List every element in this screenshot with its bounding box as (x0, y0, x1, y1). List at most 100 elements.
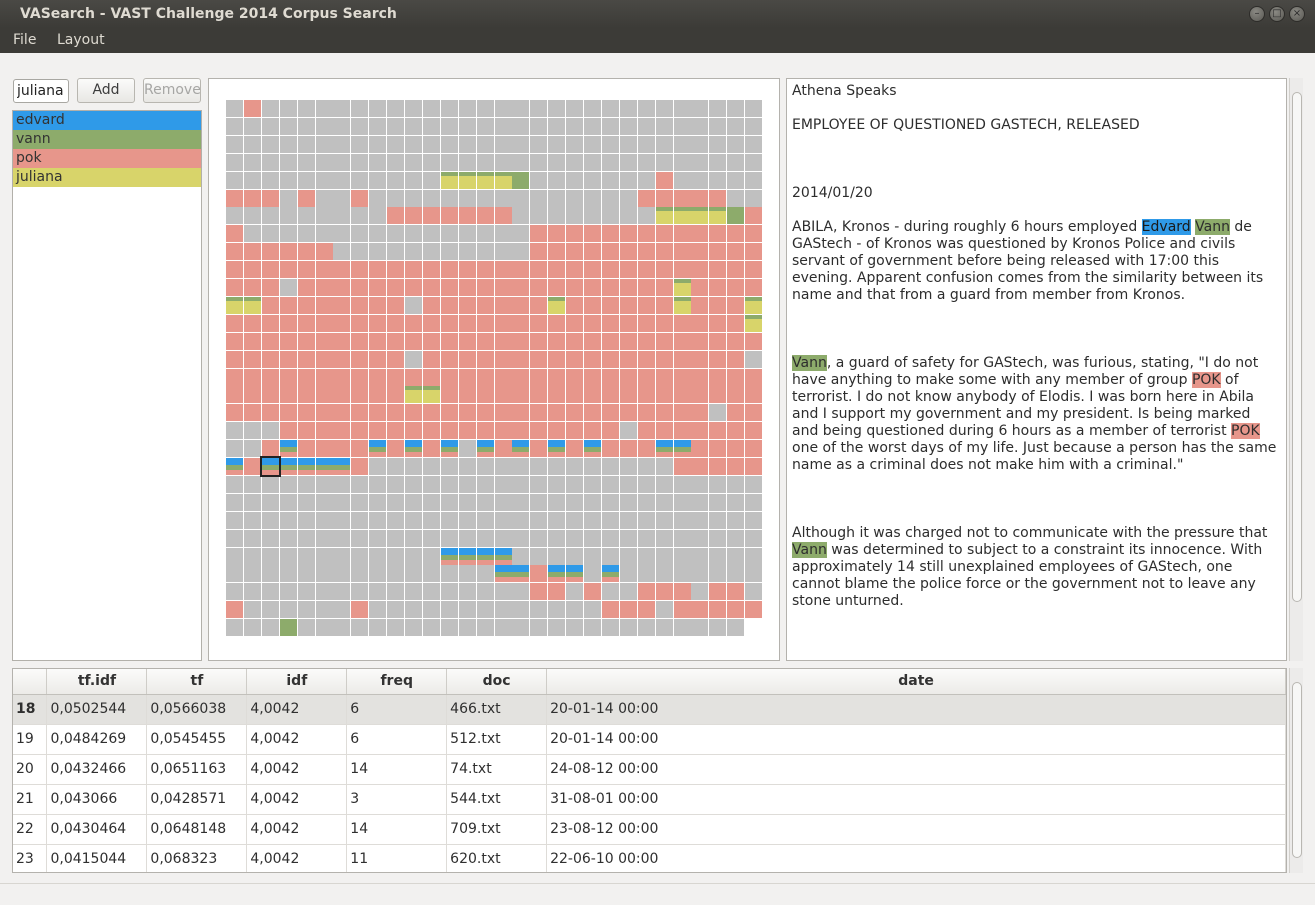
grid-cell[interactable] (297, 117, 315, 135)
grid-cell[interactable] (619, 386, 637, 404)
grid-cell[interactable] (709, 117, 727, 135)
grid-cell[interactable] (601, 583, 619, 601)
grid-cell[interactable] (584, 565, 601, 583)
grid-cell[interactable] (637, 404, 655, 422)
grid-cell[interactable] (476, 350, 494, 368)
grid-cell[interactable] (673, 404, 691, 422)
grid-cell[interactable] (458, 386, 476, 404)
grid-cell[interactable] (440, 458, 458, 475)
grid-cell[interactable] (601, 475, 619, 493)
table-row[interactable]: 22 0,0430464 0,0648148 4,0042 14 709.txt 23-08… (13, 814, 1286, 845)
grid-cell[interactable] (333, 171, 351, 189)
grid-cell[interactable] (494, 261, 512, 279)
grid-cell[interactable] (691, 314, 709, 332)
grid-cell[interactable] (601, 422, 619, 440)
minimize-icon[interactable]: – (1249, 6, 1265, 22)
grid-cell[interactable] (512, 565, 530, 583)
grid-cell[interactable] (405, 458, 422, 475)
grid-cell[interactable] (745, 404, 763, 422)
grid-cell[interactable] (279, 207, 297, 225)
grid-cell[interactable] (655, 261, 673, 279)
grid-cell[interactable] (601, 207, 619, 225)
grid-cell[interactable] (691, 529, 709, 547)
grid-cell[interactable] (422, 565, 440, 583)
grid-cell[interactable] (709, 601, 727, 619)
grid-cell[interactable] (691, 386, 709, 404)
grid-cell[interactable] (243, 529, 261, 547)
grid-cell[interactable] (512, 207, 530, 225)
grid-cell[interactable] (458, 225, 476, 243)
grid-cell[interactable] (673, 511, 691, 529)
grid-cell[interactable] (494, 404, 512, 422)
grid-cell[interactable] (584, 386, 601, 404)
grid-cell[interactable] (422, 261, 440, 279)
grid-cell[interactable] (584, 225, 601, 243)
grid-cell[interactable] (333, 153, 351, 171)
grid-cell[interactable] (512, 279, 530, 296)
grid-cell[interactable] (351, 440, 369, 458)
grid-cell[interactable] (476, 153, 494, 171)
grid-cell[interactable] (440, 475, 458, 493)
grid-cell[interactable] (494, 279, 512, 296)
grid-cell[interactable] (691, 440, 709, 458)
grid-cell[interactable] (530, 547, 548, 565)
grid-cell[interactable] (476, 529, 494, 547)
grid-cell[interactable] (476, 135, 494, 153)
grid-cell[interactable] (584, 261, 601, 279)
grid-cell[interactable] (458, 404, 476, 422)
grid-cell[interactable] (440, 601, 458, 619)
grid-cell[interactable] (243, 100, 261, 117)
grid-cell[interactable] (476, 619, 494, 637)
grid-cell[interactable] (619, 261, 637, 279)
grid-cell[interactable] (458, 207, 476, 225)
grid-cell[interactable] (548, 279, 566, 296)
grid-cell[interactable] (709, 153, 727, 171)
grid-cell[interactable] (351, 261, 369, 279)
grid-cell[interactable] (655, 332, 673, 350)
grid-cell[interactable] (691, 100, 709, 117)
grid-cell[interactable] (727, 189, 745, 207)
grid-cell[interactable] (637, 332, 655, 350)
grid-cell[interactable] (226, 225, 243, 243)
grid-cell[interactable] (387, 332, 405, 350)
grid-cell[interactable] (494, 100, 512, 117)
col-tfidf-header[interactable]: tf.idf (46, 669, 148, 695)
grid-cell[interactable] (315, 601, 333, 619)
grid-cell[interactable] (387, 368, 405, 386)
grid-cell[interactable] (226, 404, 243, 422)
grid-cell[interactable] (458, 100, 476, 117)
grid-cell[interactable] (369, 565, 387, 583)
grid-cell[interactable] (315, 189, 333, 207)
grid-cell[interactable] (655, 314, 673, 332)
grid-cell[interactable] (691, 243, 709, 261)
grid-cell[interactable] (243, 368, 261, 386)
grid-cell[interactable] (530, 296, 548, 314)
grid-cell[interactable] (566, 493, 584, 511)
grid-cell[interactable] (494, 314, 512, 332)
grid-cell[interactable] (315, 350, 333, 368)
grid-cell[interactable] (530, 261, 548, 279)
grid-cell[interactable] (673, 619, 691, 637)
grid-cell[interactable] (745, 153, 763, 171)
grid-cell[interactable] (369, 225, 387, 243)
grid-cell[interactable] (637, 350, 655, 368)
grid-cell[interactable] (226, 189, 243, 207)
grid-cell[interactable] (637, 261, 655, 279)
grid-cell[interactable] (530, 243, 548, 261)
grid-cell[interactable] (709, 529, 727, 547)
grid-cell[interactable] (530, 100, 548, 117)
grid-cell[interactable] (727, 368, 745, 386)
grid-cell[interactable] (673, 386, 691, 404)
grid-cell[interactable] (727, 583, 745, 601)
grid-cell[interactable] (637, 117, 655, 135)
grid-cell[interactable] (476, 440, 494, 458)
grid-cell[interactable] (458, 619, 476, 637)
grid-cell[interactable] (243, 332, 261, 350)
grid-cell[interactable] (261, 100, 279, 117)
grid-cell[interactable] (476, 583, 494, 601)
grid-cell[interactable] (548, 619, 566, 637)
grid-cell[interactable] (530, 619, 548, 637)
grid-cell[interactable] (261, 404, 279, 422)
grid-cell[interactable] (333, 243, 351, 261)
grid-cell[interactable] (315, 619, 333, 637)
